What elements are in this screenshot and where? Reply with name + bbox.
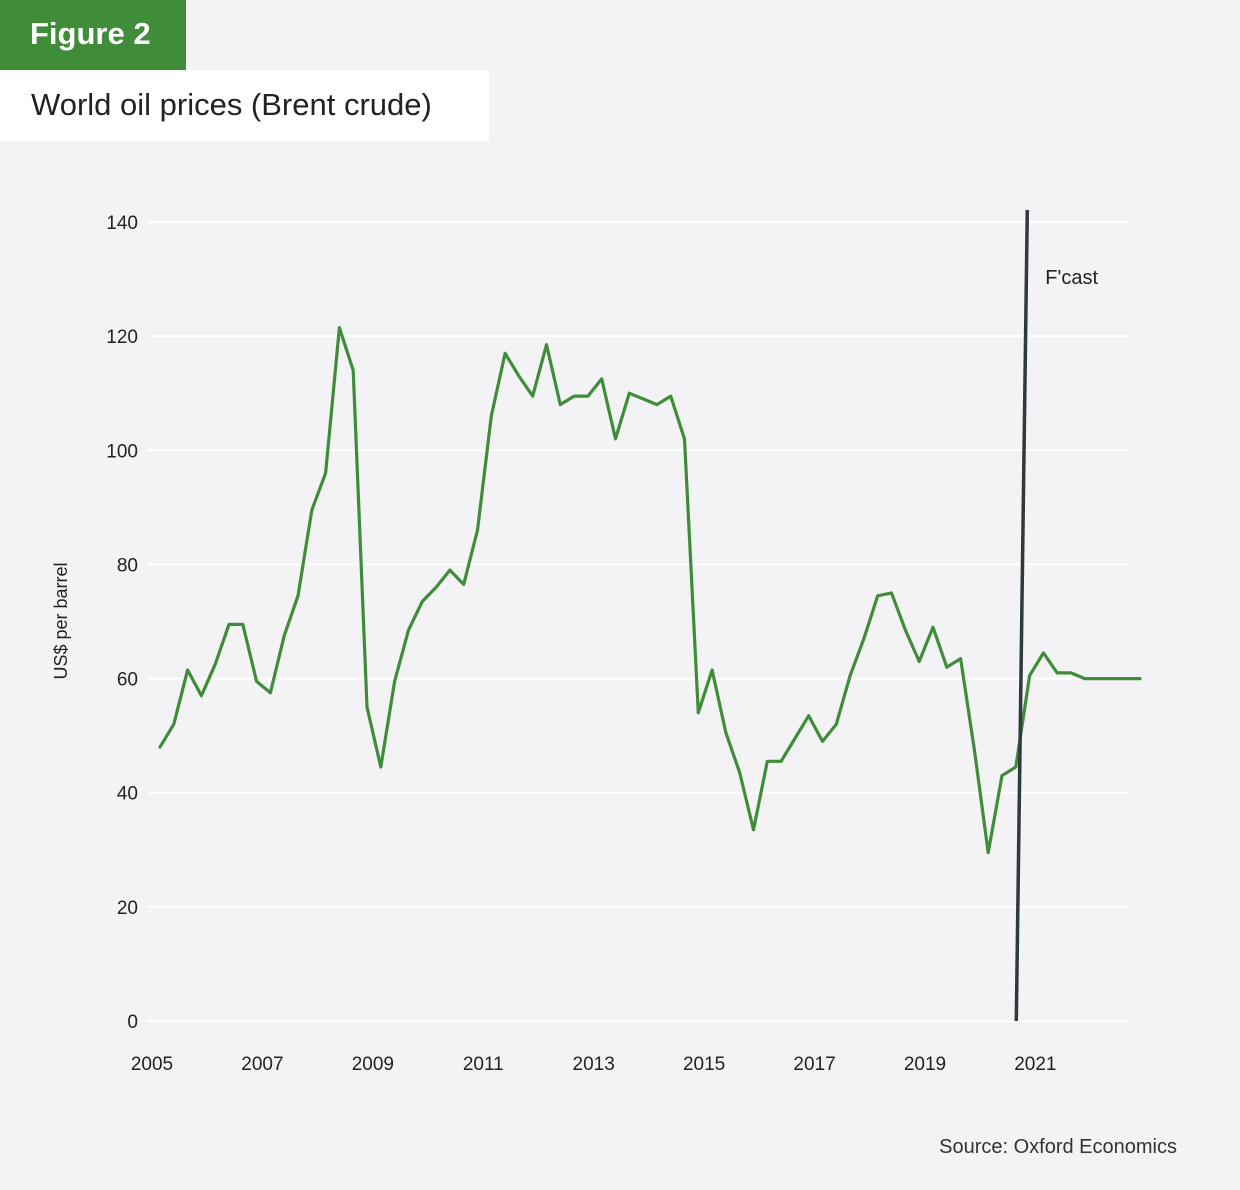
x-tick-label: 2011 xyxy=(463,1054,504,1075)
grid-lines xyxy=(148,221,1128,1022)
x-tick-label: 2005 xyxy=(131,1054,173,1075)
x-tick-label: 2021 xyxy=(1014,1054,1056,1075)
y-tick-label: 80 xyxy=(117,555,138,576)
y-tick-label: 120 xyxy=(106,327,138,348)
y-tick-label: 0 xyxy=(127,1012,138,1033)
x-tick-label: 2007 xyxy=(241,1054,283,1075)
chart-title: World oil prices (Brent crude) xyxy=(0,70,489,141)
x-tick-label: 2015 xyxy=(683,1054,725,1075)
series-line-brent xyxy=(158,326,1142,855)
y-tick-label: 140 xyxy=(106,213,138,234)
x-tick-label: 2009 xyxy=(352,1054,394,1075)
forecast-divider xyxy=(1014,209,1030,1022)
x-tick-label: 2017 xyxy=(793,1054,835,1075)
y-axis-ticks: 0 20 40 60 80 100 120 140 xyxy=(106,213,138,1033)
y-tick-label: 20 xyxy=(117,898,138,919)
forecast-label: F'cast xyxy=(1045,267,1098,289)
figure-label: Figure 2 xyxy=(0,0,186,70)
source-note: Source: Oxford Economics xyxy=(939,1136,1177,1158)
y-tick-label: 60 xyxy=(117,670,138,691)
series-points xyxy=(159,327,1141,853)
x-tick-label: 2019 xyxy=(904,1054,946,1075)
x-tick-label: 2013 xyxy=(573,1054,615,1075)
y-tick-label: 40 xyxy=(117,784,138,805)
x-axis-ticks: 2005 2007 2009 2011 2013 2015 2017 2019 2021 xyxy=(131,1054,1057,1075)
y-axis-label: US$ per barrel xyxy=(51,562,71,679)
y-tick-label: 100 xyxy=(106,441,138,462)
